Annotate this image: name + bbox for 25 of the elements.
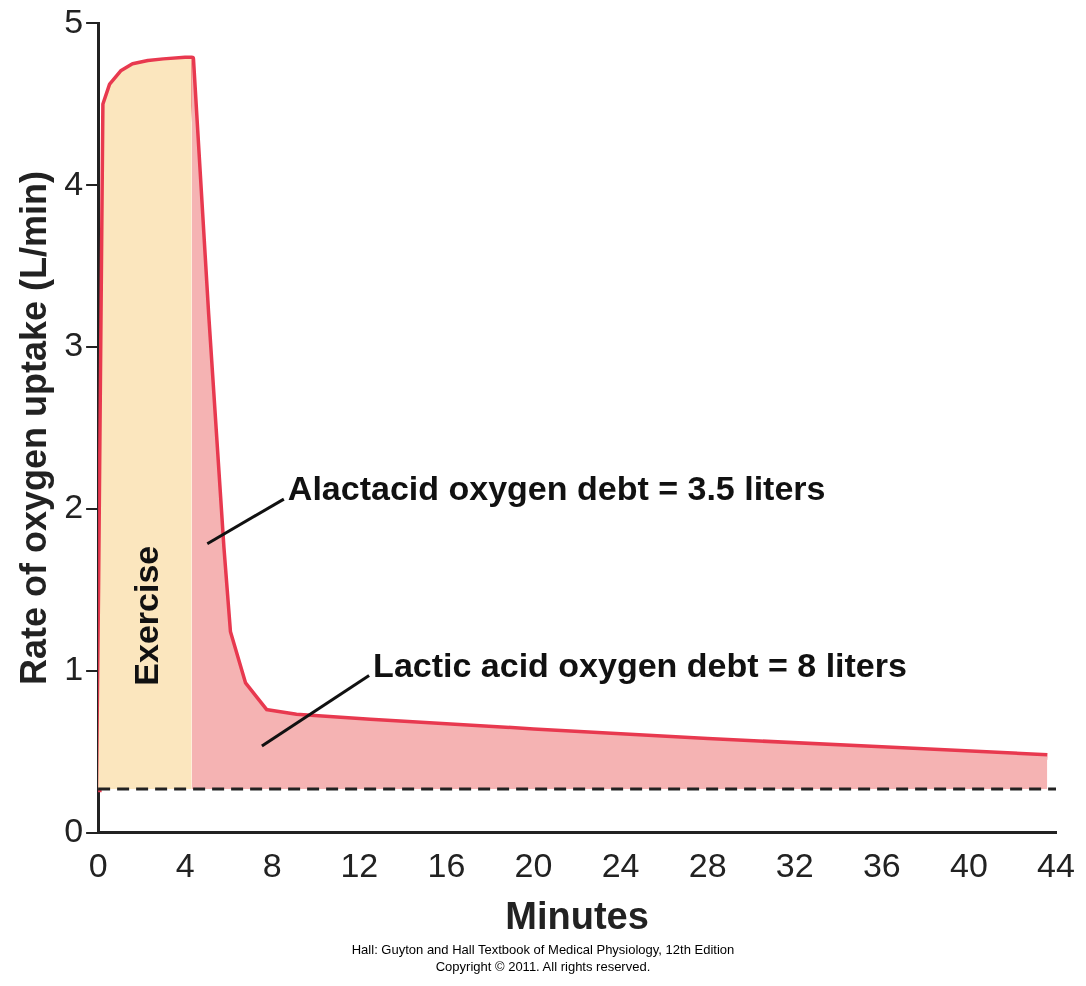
x-tick-label: 8 <box>262 846 282 885</box>
y-axis-title: Rate of oxygen uptake (L/min) <box>12 170 54 686</box>
text: Copyright © 2011. All rights reserved. <box>434 958 652 975</box>
x-tick-label: 28 <box>688 846 727 885</box>
x-tick-label: 0 <box>88 846 108 885</box>
x-tick-label: 20 <box>514 846 553 885</box>
x-tick-label: 40 <box>950 846 988 885</box>
y-tick-label: 5 <box>64 1 84 40</box>
x-tick-label: 12 <box>340 846 379 885</box>
y-tick-label: 4 <box>64 163 84 202</box>
x-tick-label: 32 <box>775 846 814 885</box>
y-tick-label: 3 <box>64 325 84 364</box>
y-tick-label: 2 <box>64 487 84 526</box>
x-tick-label: 16 <box>427 846 466 885</box>
x-tick-label: 44 <box>1037 846 1075 885</box>
x-tick-label: 24 <box>601 846 640 885</box>
x-axis-title: Minutes <box>505 894 649 937</box>
text: Hall: Guyton and Hall Textbook of Medical Physiology, 12th Edition <box>350 941 736 958</box>
x-tick-label: 36 <box>862 846 901 885</box>
y-tick-label: 1 <box>64 649 84 688</box>
annotation: Exercise <box>127 545 166 686</box>
annotation: Alactacid oxygen debt = 3.5 liters <box>287 469 826 508</box>
y-tick-label: 0 <box>64 810 84 849</box>
annotation: Lactic acid oxygen debt = 8 liters <box>373 645 907 684</box>
x-tick-label: 4 <box>175 846 195 885</box>
